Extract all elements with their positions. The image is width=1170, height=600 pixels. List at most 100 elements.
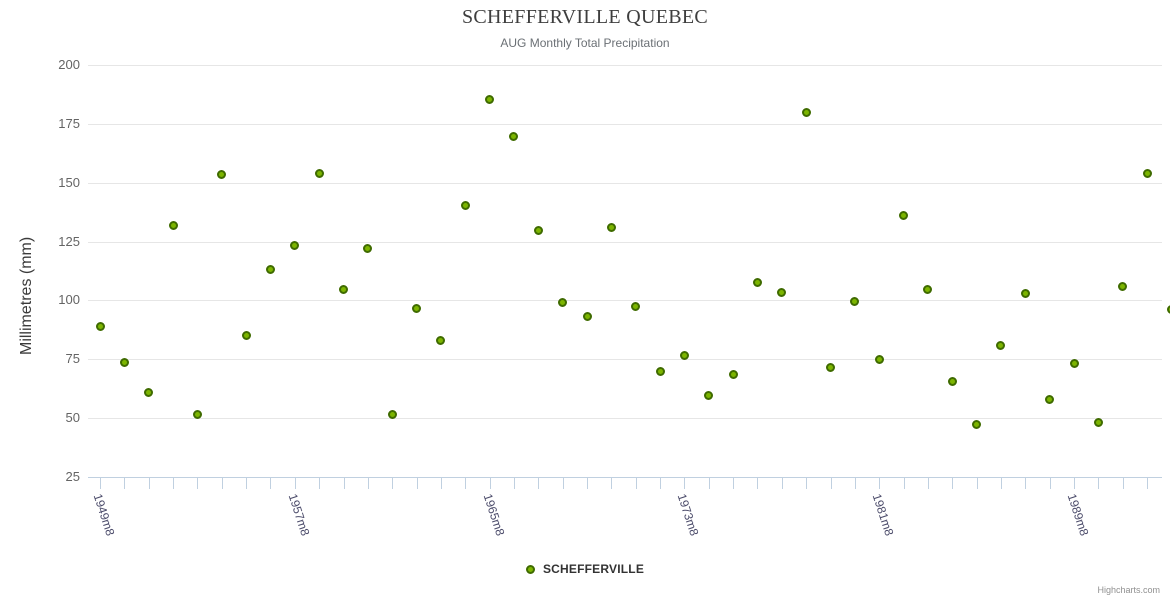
x-tick — [635, 478, 637, 489]
data-point[interactable] — [119, 358, 129, 368]
x-tick — [246, 478, 248, 489]
chart-legend: SCHEFFERVILLE — [0, 562, 1170, 577]
x-tick — [294, 478, 296, 489]
data-point[interactable] — [339, 285, 348, 295]
data-point[interactable] — [265, 265, 275, 275]
x-tick — [221, 478, 223, 489]
x-tick — [343, 478, 345, 489]
x-tick-label: 1965m8 — [480, 492, 507, 538]
gridline — [88, 418, 1162, 420]
x-tick — [173, 478, 175, 489]
data-point[interactable] — [655, 366, 665, 376]
data-point[interactable] — [485, 94, 495, 104]
y-tick-label: 175 — [58, 115, 80, 131]
gridline — [88, 123, 1162, 125]
credits-label: Highcharts.com — [1097, 585, 1160, 595]
data-point[interactable] — [874, 354, 884, 364]
data-point[interactable] — [582, 312, 592, 322]
x-axis-line — [88, 477, 1162, 478]
y-tick-label: 200 — [58, 57, 80, 72]
x-tick — [1074, 478, 1075, 489]
data-point[interactable] — [972, 419, 982, 429]
x-tick — [513, 478, 515, 489]
gridline — [88, 182, 1162, 184]
data-point[interactable] — [1093, 418, 1103, 428]
data-point[interactable] — [241, 331, 251, 341]
data-point[interactable] — [1166, 305, 1170, 315]
x-tick — [124, 478, 126, 489]
y-tick-label: 125 — [58, 233, 80, 249]
data-point[interactable] — [679, 351, 689, 361]
x-tick-label: 1981m8 — [869, 492, 897, 538]
x-tick — [270, 478, 272, 489]
data-point[interactable] — [947, 377, 957, 387]
data-point[interactable] — [363, 244, 373, 254]
x-tick — [197, 478, 199, 489]
data-point[interactable] — [144, 387, 154, 397]
data-point[interactable] — [217, 169, 227, 179]
x-tick — [708, 478, 710, 489]
data-point[interactable] — [509, 132, 519, 142]
data-point[interactable] — [704, 391, 714, 401]
data-point[interactable] — [752, 278, 762, 288]
x-tick — [1098, 478, 1100, 489]
data-point[interactable] — [168, 220, 178, 230]
data-point[interactable] — [1069, 359, 1079, 369]
data-point[interactable] — [314, 168, 324, 178]
legend-item-schefferville[interactable]: SCHEFFERVILLE — [525, 562, 644, 576]
data-point[interactable] — [801, 107, 811, 117]
x-tick — [587, 478, 588, 489]
x-tick — [806, 478, 808, 489]
data-point[interactable] — [923, 285, 933, 295]
x-tick — [538, 478, 540, 489]
data-point[interactable] — [558, 298, 568, 308]
x-tick — [781, 478, 783, 489]
plot-area — [88, 65, 1170, 478]
gridline — [88, 300, 1162, 302]
data-point[interactable] — [1118, 281, 1128, 291]
x-tick-label: 1989m8 — [1064, 492, 1092, 538]
data-point[interactable] — [192, 410, 202, 420]
gridline — [88, 241, 1162, 243]
x-tick — [927, 478, 929, 489]
x-tick — [1049, 478, 1051, 489]
x-tick — [952, 478, 954, 489]
x-tick — [757, 478, 759, 489]
data-point[interactable] — [728, 370, 738, 380]
x-tick — [611, 478, 613, 489]
data-point[interactable] — [996, 340, 1006, 350]
data-point[interactable] — [387, 410, 397, 420]
legend-marker-icon — [525, 564, 535, 574]
x-tick — [903, 478, 905, 489]
data-point[interactable] — [1142, 168, 1152, 178]
data-point[interactable] — [1045, 394, 1055, 404]
data-point[interactable] — [290, 240, 300, 250]
x-tick — [100, 478, 101, 489]
x-tick — [1000, 478, 1002, 489]
data-point[interactable] — [850, 297, 860, 307]
x-tick — [830, 478, 832, 489]
x-tick — [879, 478, 881, 489]
data-point[interactable] — [436, 335, 446, 345]
data-point[interactable] — [533, 226, 543, 236]
x-tick — [416, 478, 418, 489]
y-tick-label: 150 — [58, 174, 80, 190]
data-point[interactable] — [899, 211, 909, 221]
data-point[interactable] — [777, 287, 787, 297]
x-tick — [733, 478, 735, 489]
x-tick — [148, 478, 150, 489]
data-point[interactable] — [631, 301, 641, 311]
x-tick — [1122, 478, 1124, 489]
data-point[interactable] — [826, 363, 835, 373]
x-tick — [684, 478, 686, 489]
data-point[interactable] — [460, 200, 470, 210]
x-tick — [854, 478, 856, 489]
gridline — [88, 65, 1162, 66]
x-tick — [562, 478, 564, 489]
x-tick — [1025, 478, 1027, 489]
data-point[interactable] — [412, 304, 422, 314]
data-point[interactable] — [606, 222, 616, 232]
data-point[interactable] — [1020, 288, 1030, 298]
x-tick-label: 1957m8 — [285, 492, 313, 538]
data-point[interactable] — [95, 321, 105, 331]
